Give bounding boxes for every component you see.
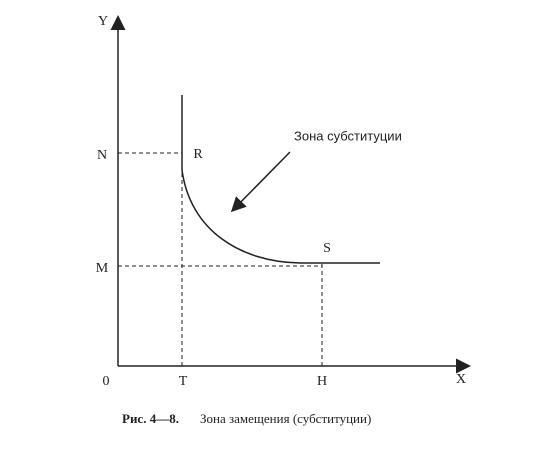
- s-label: S: [323, 241, 331, 256]
- r-label: R: [193, 147, 203, 162]
- n-label: N: [97, 148, 107, 163]
- t-label: T: [179, 374, 188, 389]
- y-axis-label: Y: [98, 14, 108, 29]
- m-label: M: [96, 261, 109, 276]
- x-axis-label: X: [456, 372, 466, 387]
- caption-text: Зона замещения (субституции): [200, 411, 371, 426]
- caption-label: Рис. 4—8.: [122, 411, 179, 426]
- origin-label: 0: [103, 374, 110, 389]
- h-label: H: [317, 374, 327, 389]
- isoquant: [181, 95, 380, 264]
- zone-arrow: [230, 151, 291, 213]
- zone-annotation: Зона субституции: [294, 128, 402, 143]
